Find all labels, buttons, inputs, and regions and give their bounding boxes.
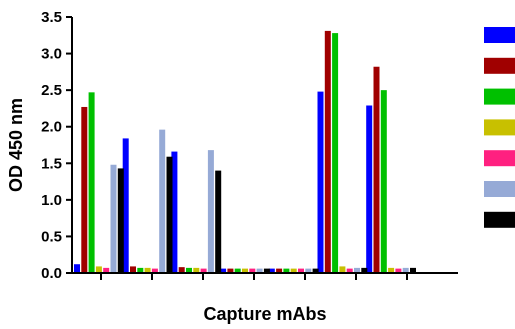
bar	[151, 268, 158, 273]
bar	[242, 268, 248, 273]
bar	[103, 267, 110, 273]
y-tick-label: 1.0	[41, 192, 62, 209]
bar	[193, 267, 200, 273]
y-axis-title: OD 450 nm	[6, 98, 26, 192]
bar	[166, 156, 173, 273]
bar	[317, 91, 324, 273]
bar	[186, 267, 192, 273]
bar	[95, 266, 102, 273]
bar	[298, 268, 304, 273]
bar	[332, 33, 339, 273]
legend-swatch	[484, 150, 515, 167]
bar	[263, 268, 270, 273]
x-axis-title: Capture mAbs	[203, 304, 326, 324]
y-tick-label: 3.0	[41, 46, 62, 63]
bar	[207, 150, 214, 273]
bar	[74, 264, 80, 273]
legend-swatch	[484, 181, 515, 197]
bar	[380, 90, 387, 274]
bar	[234, 268, 241, 273]
bar	[122, 138, 129, 273]
y-axis-ticks: 0.0 0.5 1.0 1.5 2.0 2.5 3.0 3.5	[41, 9, 72, 282]
bar	[312, 268, 319, 273]
bar	[395, 268, 402, 273]
bar	[354, 267, 360, 273]
bar	[171, 151, 178, 273]
bar	[361, 267, 368, 273]
bar	[324, 30, 331, 274]
bar	[283, 268, 290, 273]
legend-swatch	[484, 27, 515, 43]
bar	[130, 266, 136, 273]
y-tick-label: 0.5	[41, 228, 62, 245]
bar	[410, 267, 416, 273]
y-tick-label: 1.5	[41, 155, 62, 172]
legend-swatch	[484, 57, 515, 74]
bar	[339, 266, 346, 273]
bar	[178, 267, 185, 273]
bar	[346, 268, 353, 273]
y-tick-label: 2.5	[41, 82, 62, 99]
bar	[373, 66, 380, 273]
bar	[402, 267, 409, 273]
bar	[137, 267, 144, 273]
bar	[110, 164, 117, 273]
bar	[227, 268, 234, 273]
legend-swatch	[484, 88, 515, 105]
bar	[388, 267, 395, 273]
bar	[81, 106, 88, 273]
bar	[366, 105, 373, 273]
y-tick-label: 2.0	[41, 119, 62, 136]
bar	[144, 267, 151, 273]
bar	[215, 170, 222, 273]
y-tick-label: 0.0	[41, 265, 62, 282]
bar	[200, 268, 207, 273]
bars-group	[74, 30, 416, 274]
legend	[484, 27, 515, 228]
bar	[159, 129, 166, 273]
bar	[290, 268, 297, 273]
legend-swatch	[484, 119, 515, 136]
x-axis-ticks	[100, 273, 408, 280]
bar	[249, 268, 256, 273]
bar	[256, 268, 263, 273]
bar	[220, 268, 227, 273]
legend-swatch	[484, 211, 515, 228]
bar	[276, 268, 283, 273]
bar	[305, 268, 312, 273]
bar	[88, 92, 95, 273]
bar	[117, 168, 124, 273]
y-tick-label: 3.5	[41, 9, 62, 26]
bar	[268, 268, 275, 273]
